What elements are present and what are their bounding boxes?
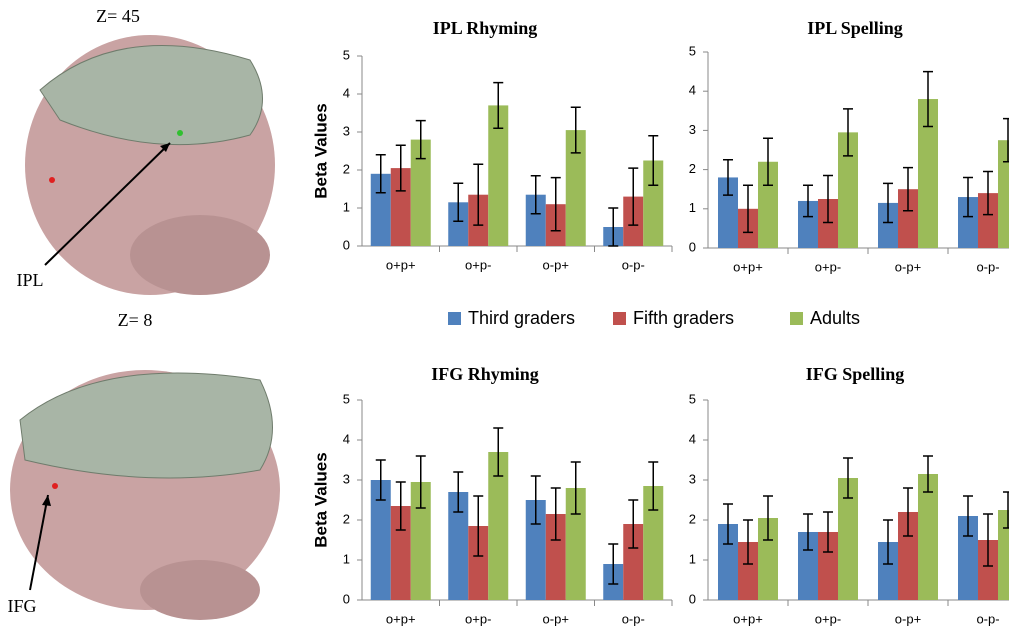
bar xyxy=(918,474,938,600)
region-label: IFG xyxy=(7,596,36,616)
x-tick-label: o-p+ xyxy=(895,259,921,274)
legend-swatch xyxy=(613,312,626,325)
y-tick-label: 5 xyxy=(689,391,696,406)
x-tick-label: o+p- xyxy=(465,257,491,272)
y-tick-label: 2 xyxy=(689,511,696,526)
x-tick-label: o+p- xyxy=(815,611,841,626)
brain-top xyxy=(25,35,275,295)
legend-label: Third graders xyxy=(468,308,575,328)
x-tick-label: o-p- xyxy=(622,257,645,272)
x-tick-label: o-p- xyxy=(976,611,999,626)
x-tick-label: o-p- xyxy=(976,259,999,274)
y-tick-label: 1 xyxy=(689,551,696,566)
y-axis-label: Beta Values xyxy=(311,103,330,198)
y-tick-label: 4 xyxy=(689,83,696,98)
x-tick-label: o+p- xyxy=(815,259,841,274)
y-tick-label: 2 xyxy=(343,161,350,176)
y-tick-label: 0 xyxy=(343,237,350,252)
brain-bottom xyxy=(10,370,280,620)
x-tick-label: o-p+ xyxy=(543,257,569,272)
chart-title: IPL Rhyming xyxy=(433,18,538,38)
y-tick-label: 3 xyxy=(689,471,696,486)
legend-label: Adults xyxy=(810,308,860,328)
slice-label: Z= 8 xyxy=(118,310,153,330)
y-tick-label: 2 xyxy=(343,511,350,526)
y-axis-label: Beta Values xyxy=(311,452,330,547)
y-tick-label: 3 xyxy=(689,122,696,137)
slice-label: Z= 45 xyxy=(96,6,140,26)
x-tick-label: o+p+ xyxy=(733,611,763,626)
x-tick-label: o-p+ xyxy=(895,611,921,626)
y-tick-label: 5 xyxy=(343,47,350,62)
x-tick-label: o+p+ xyxy=(386,257,416,272)
y-tick-label: 0 xyxy=(689,591,696,606)
y-tick-label: 0 xyxy=(343,591,350,606)
figure: Z= 45 IPL Z= 8 IFG IPL Rhyming Beta Value… xyxy=(0,0,1009,629)
y-tick-label: 3 xyxy=(343,123,350,138)
region-label: IPL xyxy=(17,270,44,290)
y-tick-label: 0 xyxy=(689,239,696,254)
y-tick-label: 2 xyxy=(689,161,696,176)
legend-swatch xyxy=(448,312,461,325)
x-tick-label: o-p- xyxy=(622,611,645,626)
y-tick-label: 1 xyxy=(343,551,350,566)
chart-title: IFG Spelling xyxy=(806,364,905,384)
y-tick-label: 4 xyxy=(343,431,350,446)
y-tick-label: 1 xyxy=(689,200,696,215)
y-tick-label: 5 xyxy=(343,391,350,406)
chart-title: IFG Rhyming xyxy=(431,364,539,384)
x-tick-label: o+p- xyxy=(465,611,491,626)
x-tick-label: o-p+ xyxy=(543,611,569,626)
y-tick-label: 3 xyxy=(343,471,350,486)
y-tick-label: 5 xyxy=(689,43,696,58)
y-tick-label: 4 xyxy=(689,431,696,446)
y-tick-label: 1 xyxy=(343,199,350,214)
legend-swatch xyxy=(790,312,803,325)
x-tick-label: o+p+ xyxy=(386,611,416,626)
legend-label: Fifth graders xyxy=(633,308,734,328)
x-tick-label: o+p+ xyxy=(733,259,763,274)
chart-title: IPL Spelling xyxy=(807,18,903,38)
y-tick-label: 4 xyxy=(343,85,350,100)
